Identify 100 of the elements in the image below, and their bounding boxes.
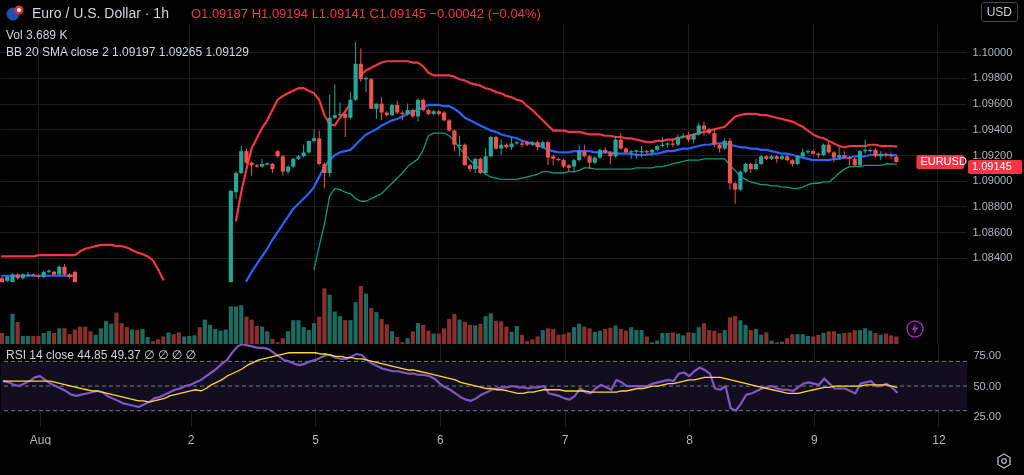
bar — [343, 320, 348, 344]
bar — [837, 333, 842, 344]
bar — [197, 327, 202, 344]
x-tick-label: 9 — [810, 432, 818, 447]
bar — [748, 330, 753, 344]
x-tick-label: 12 — [932, 432, 946, 447]
bar — [389, 331, 395, 344]
bar — [629, 327, 634, 344]
bar — [129, 329, 135, 344]
candlestick — [379, 96, 384, 121]
bar — [535, 336, 540, 344]
bar — [337, 316, 343, 344]
y-tick-label: 1.09200 — [972, 148, 1013, 161]
annotation: Vol 3.689 K — [6, 28, 68, 42]
candlestick — [519, 139, 525, 148]
bar — [280, 338, 285, 344]
bar — [77, 326, 83, 344]
candlestick — [348, 91, 353, 120]
bar — [764, 332, 769, 344]
bar — [405, 338, 410, 344]
bar — [311, 323, 317, 344]
candlestick — [280, 154, 285, 177]
candlestick — [322, 162, 327, 189]
candlestick — [467, 163, 473, 173]
candlestick — [545, 140, 551, 166]
bar — [207, 324, 213, 344]
y-tick-label: 1.09600 — [972, 97, 1013, 110]
bar — [821, 332, 826, 344]
bar — [769, 340, 774, 344]
chart-title: Euro / U.S. Dollar · 1h — [32, 5, 169, 21]
candlestick — [837, 146, 842, 160]
candlestick — [488, 135, 493, 159]
x-tick-label: 6 — [437, 432, 445, 447]
annotation: BB 20 SMA close 2 1.09197 1.09265 1.09129 — [6, 45, 249, 59]
bar — [811, 336, 816, 344]
y-tick-label: 1.10000 — [972, 45, 1013, 58]
y-tick-label: 1.08400 — [972, 251, 1013, 264]
bar — [155, 339, 161, 344]
bar — [493, 320, 499, 344]
y-tick-label: 75.00 — [973, 348, 1002, 361]
bar — [597, 330, 603, 344]
bar — [514, 326, 519, 344]
bar — [623, 330, 629, 344]
bar — [582, 326, 587, 344]
bar — [57, 328, 62, 344]
bar — [785, 338, 790, 344]
bar — [0, 332, 5, 344]
line-series — [313, 132, 897, 270]
bar — [805, 335, 811, 344]
bar — [395, 337, 400, 344]
bar — [545, 328, 551, 344]
bar — [722, 330, 727, 344]
candlestick — [733, 181, 738, 205]
bar — [421, 324, 426, 344]
candlestick — [311, 128, 317, 143]
x-tick-label: 8 — [686, 432, 694, 447]
candlestick — [571, 158, 577, 174]
candlestick — [343, 112, 348, 138]
chart-subtitle: O1.09187 H1.09194 L1.09141 C1.09145 −0.00042 (−0.04%) — [190, 5, 541, 21]
bar — [675, 333, 681, 344]
x-tick-label: 5 — [312, 432, 320, 447]
y-tick-label: 1.09000 — [972, 174, 1013, 187]
bar — [166, 332, 171, 344]
bar — [46, 331, 51, 344]
bar — [644, 336, 649, 344]
bar — [374, 312, 379, 344]
bar — [488, 313, 493, 344]
candlestick — [613, 135, 618, 159]
annotation: RSI 14 close 44.85 49.37 ∅ ∅ ∅ ∅ — [6, 348, 196, 362]
text: 1.09145 — [972, 160, 1012, 173]
bar — [410, 331, 415, 344]
bar — [857, 330, 863, 344]
bar — [103, 320, 109, 344]
bar — [181, 336, 187, 344]
candlestick — [753, 158, 759, 171]
bar — [566, 332, 571, 344]
bar — [883, 333, 889, 344]
bar — [873, 332, 878, 344]
bar — [51, 332, 57, 344]
candlestick — [239, 145, 244, 175]
bar — [358, 286, 363, 344]
bar — [135, 330, 140, 344]
candlestick — [259, 158, 265, 169]
candlestick — [701, 121, 707, 137]
bar — [831, 331, 837, 344]
bar — [670, 332, 675, 344]
bar — [259, 326, 265, 344]
bar — [613, 325, 618, 344]
line-series — [2, 352, 898, 403]
y-tick-label: 1.08800 — [972, 199, 1013, 212]
bar — [587, 328, 592, 344]
candlestick — [332, 83, 337, 120]
bar — [519, 334, 525, 344]
bar — [571, 327, 577, 344]
bar — [457, 319, 462, 344]
bar — [603, 328, 608, 344]
bar — [540, 330, 545, 344]
line-series — [2, 344, 898, 412]
y-axis-title: USD — [980, 2, 1018, 22]
bar — [467, 324, 473, 344]
